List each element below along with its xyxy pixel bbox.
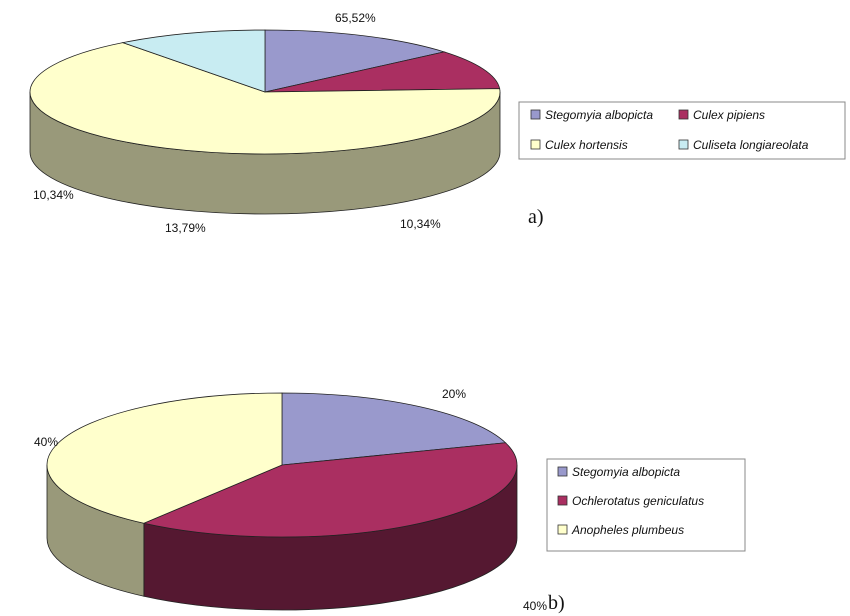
legend-a-label-0: Stegomyia albopicta: [545, 108, 653, 122]
slice-value-label-3: 10,34%: [400, 217, 441, 231]
slice-value-label-1: 40%: [523, 599, 547, 613]
panel-label-a: a): [528, 206, 544, 228]
slice-top-2: [46, 392, 283, 524]
slice-top-3: [121, 29, 266, 93]
panel-label-b: b): [548, 592, 565, 614]
legend-a: Stegomyia albopicta Culex pipiens Culex …: [518, 101, 846, 160]
legend-b-swatch-0: [557, 466, 568, 477]
legend-a-swatch-1: [678, 109, 689, 120]
legend-a-swatch-3: [678, 139, 689, 150]
slice-top-0: [281, 392, 507, 466]
legend-a-label-3: Culiseta longiareolata: [693, 138, 809, 152]
slice-top-0: [264, 29, 446, 93]
slice-top-1: [264, 51, 501, 93]
slice-top-2: [29, 42, 501, 155]
legend-b-label-0: Stegomyia albopicta: [572, 465, 680, 479]
legend-a-label-1: Culex pipiens: [693, 108, 765, 122]
legend-b-label-1: Ochlerotatus geniculatus: [572, 494, 704, 508]
slice-value-label-0: 20%: [442, 387, 466, 401]
legend-a-label-2: Culex hortensis: [545, 138, 628, 152]
legend-b: Stegomyia albopicta Ochlerotatus genicul…: [546, 458, 746, 552]
slice-value-label-0: 13,79%: [165, 221, 206, 235]
legend-a-swatch-0: [530, 109, 541, 120]
legend-b-box: [546, 458, 746, 552]
slice-top-1: [142, 442, 518, 538]
slice-value-label-2: 65,52%: [335, 11, 376, 25]
pie-chart-a: 13,79% 10,34% 65,52% 10,34%: [29, 11, 501, 235]
slice-value-label-1: 10,34%: [33, 188, 74, 202]
legend-b-swatch-2: [557, 524, 568, 535]
legend-b-label-2: Anopheles plumbeus: [571, 523, 684, 537]
slice-value-label-2: 40%: [34, 435, 58, 449]
legend-a-swatch-2: [530, 139, 541, 150]
legend-b-swatch-1: [557, 495, 568, 506]
pie-chart-b: 20% 40% 40%: [34, 387, 547, 613]
